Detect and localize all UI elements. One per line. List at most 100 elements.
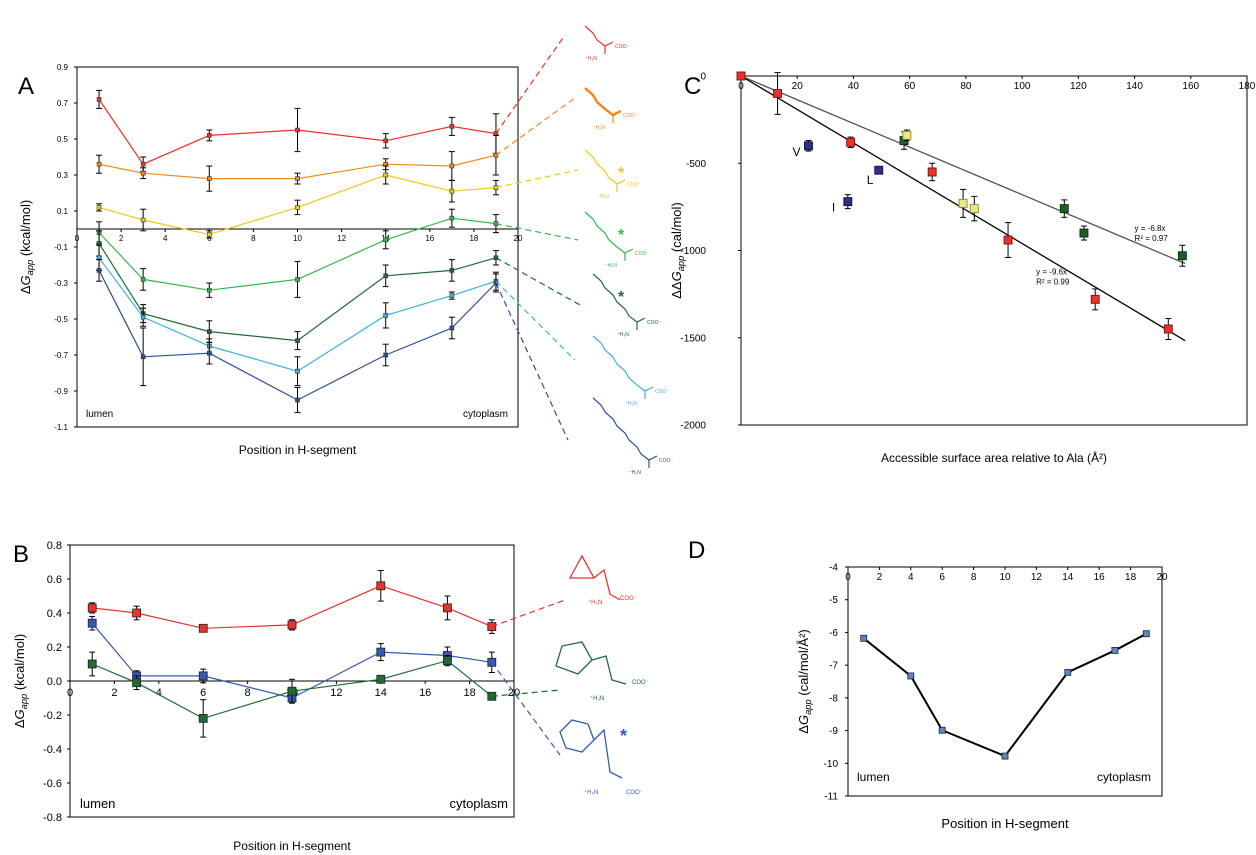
data-point <box>96 161 102 167</box>
y-tick-label: -1.1 <box>54 423 68 432</box>
y-tick-label: 0.0 <box>47 676 62 688</box>
carboxylate-label: COO⁻ <box>632 680 649 686</box>
x-tick-label: 4 <box>156 687 162 699</box>
data-point <box>96 97 102 102</box>
y-tick-label: -2000 <box>680 421 706 432</box>
data-point <box>287 620 297 630</box>
y-axis-label: ΔGapp (kcal/mol) <box>18 200 35 294</box>
data-point <box>198 714 208 723</box>
panel-letter-c: C <box>684 73 701 100</box>
data-point <box>295 277 300 282</box>
data-point <box>449 293 455 298</box>
x-tick-label: 120 <box>1070 81 1087 92</box>
data-point <box>96 205 102 210</box>
x-tick-label: 2 <box>119 234 124 243</box>
amine-label: ⁺H₃N <box>584 789 598 796</box>
carboxylate-label: COO⁻ <box>626 790 643 796</box>
point-label: V <box>792 145 800 159</box>
x-tick-label: 16 <box>425 234 434 243</box>
data-point <box>132 678 142 688</box>
x-tick-label: 18 <box>463 687 475 699</box>
side-chain-structure: ⁺H₃N COO⁻ <box>584 87 637 131</box>
y-tick-label: -4 <box>829 563 838 574</box>
series-4 <box>804 140 884 210</box>
data-point <box>383 237 389 243</box>
side-chain-structure: ⁺H₃N COO⁻ * <box>592 273 661 338</box>
y-tick-label: -0.5 <box>54 315 68 324</box>
y-tick-label: -0.3 <box>54 279 68 288</box>
connector-line <box>491 689 561 697</box>
data-point <box>207 287 212 293</box>
data-point <box>927 167 937 177</box>
bond-chain <box>592 335 654 392</box>
point-label: L <box>867 173 874 187</box>
star-icon: * <box>620 726 627 746</box>
y-axis-label: ΔGapp (cal/mol/Å²) <box>796 629 813 733</box>
series-2 <box>96 134 499 192</box>
bond-chain <box>584 87 622 117</box>
ring <box>568 554 596 579</box>
x-tick-label: 14 <box>1062 572 1074 583</box>
side-chain-structure: ⁺H₃N COO⁻ <box>584 25 629 62</box>
data-point <box>287 686 297 696</box>
amine-label: ⁺H₃N <box>585 56 597 62</box>
connector-line <box>495 169 579 189</box>
y-tick-label: -0.8 <box>43 812 62 824</box>
data-point <box>1177 251 1187 261</box>
series-7 <box>96 259 499 414</box>
data-point <box>773 88 782 98</box>
y-tick-label: 0.3 <box>57 171 69 180</box>
cyclohexyl-structure: ⁺H₃N COO⁻ * <box>559 719 643 796</box>
y-tick-label: 0.5 <box>57 135 69 144</box>
data-point <box>207 329 212 334</box>
x-axis-label: Position in H-segment <box>239 443 357 457</box>
x-tick-label: 8 <box>971 572 977 583</box>
y-tick-label: 0.2 <box>47 642 62 654</box>
x-tick-label: 18 <box>469 234 478 243</box>
x-tick-label: 80 <box>960 81 972 92</box>
y-tick-label: 0.9 <box>57 63 69 72</box>
series-line <box>863 632 1147 758</box>
x-tick-label: 8 <box>251 234 256 243</box>
structures-a: ⁺H₃NCOO⁻⁺H₃NCOO⁻⁺H₃NCOO⁻*⁺H₃NCOO⁻*⁺H₃NCO… <box>495 25 673 476</box>
data-point <box>902 130 912 140</box>
data-point <box>207 176 212 181</box>
x-axis-label: Position in H-segment <box>941 816 1069 831</box>
y-tick-label: -0.7 <box>54 351 68 360</box>
x-tick-label: 12 <box>330 687 342 699</box>
data-point <box>449 325 455 331</box>
connector-line <box>495 34 566 134</box>
data-point <box>874 165 884 175</box>
panel-letter-a: A <box>18 73 34 100</box>
panel-d: D -4 -5 -6 -7 -8 -9 -10 -11 0 2 4 6 8 10 12 14 16 18 20 Posi… <box>688 537 1168 831</box>
corner-label-cytoplasm: cytoplasm <box>1097 770 1151 784</box>
series-1 <box>96 89 499 172</box>
y-axis-label: ΔΔGapp (cal/mol) <box>669 202 686 299</box>
x-tick-label: 8 <box>245 687 251 699</box>
structures-b: ⁺H₃N COO⁻ ⁺H₃N COO⁻ ⁺H₃N COO⁻ * <box>491 554 649 796</box>
y-tick-label: 0.8 <box>47 540 62 552</box>
y-tick-label: -0.6 <box>43 778 62 790</box>
series-1 <box>736 71 1173 340</box>
panel-b: B-0.8-0.6-0.4-0.20.00.20.40.60.802468101… <box>12 540 520 853</box>
corner-label-lumen: lumen <box>80 796 115 811</box>
carboxylate-label: COO⁻ <box>620 596 637 602</box>
x-tick-label: 180 <box>1239 81 1256 92</box>
data-point <box>87 659 97 669</box>
cyclopentyl-structure: ⁺H₃N COO⁻ <box>555 641 649 702</box>
data-point <box>140 170 146 176</box>
amine-label: ⁺H₃N <box>625 401 637 407</box>
y-tick-label: -8 <box>829 693 838 704</box>
y-axis-label: ΔGapp (kcal/mol) <box>12 634 29 728</box>
data-point <box>442 603 452 613</box>
fit-r2: R² = 0.97 <box>1135 234 1169 243</box>
x-tick-label: 6 <box>939 572 945 583</box>
connector-line <box>491 599 566 628</box>
carboxylate-label: COO⁻ <box>615 44 629 50</box>
data-point <box>969 204 979 214</box>
data-point <box>140 161 146 167</box>
y-tick-label: -0.9 <box>54 387 68 396</box>
data-point <box>907 672 915 680</box>
data-point <box>207 350 212 356</box>
data-point <box>1142 630 1150 638</box>
